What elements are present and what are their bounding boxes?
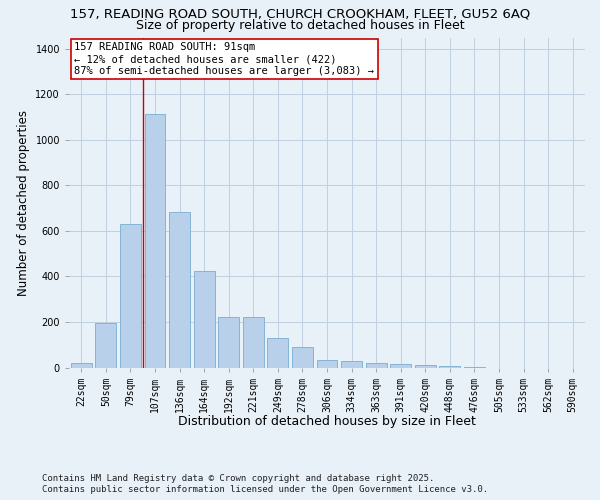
Text: Contains HM Land Registry data © Crown copyright and database right 2025.
Contai: Contains HM Land Registry data © Crown c… — [42, 474, 488, 494]
Bar — [317, 360, 337, 368]
Text: Size of property relative to detached houses in Fleet: Size of property relative to detached ho… — [136, 18, 464, 32]
Bar — [268, 338, 289, 368]
Bar — [365, 364, 386, 368]
Bar — [218, 318, 239, 368]
Text: 157, READING ROAD SOUTH, CHURCH CROOKHAM, FLEET, GU52 6AQ: 157, READING ROAD SOUTH, CHURCH CROOKHAM… — [70, 8, 530, 20]
Bar — [439, 366, 460, 368]
Bar — [120, 224, 141, 368]
Bar — [145, 114, 166, 368]
Bar — [415, 365, 436, 368]
X-axis label: Distribution of detached houses by size in Fleet: Distribution of detached houses by size … — [178, 414, 476, 428]
Text: 157 READING ROAD SOUTH: 91sqm
← 12% of detached houses are smaller (422)
87% of : 157 READING ROAD SOUTH: 91sqm ← 12% of d… — [74, 42, 374, 76]
Bar — [71, 363, 92, 368]
Bar — [194, 271, 215, 368]
Bar — [95, 323, 116, 368]
Bar — [341, 360, 362, 368]
Bar — [243, 318, 264, 368]
Bar — [169, 212, 190, 368]
Bar — [390, 364, 411, 368]
Y-axis label: Number of detached properties: Number of detached properties — [17, 110, 30, 296]
Bar — [292, 347, 313, 368]
